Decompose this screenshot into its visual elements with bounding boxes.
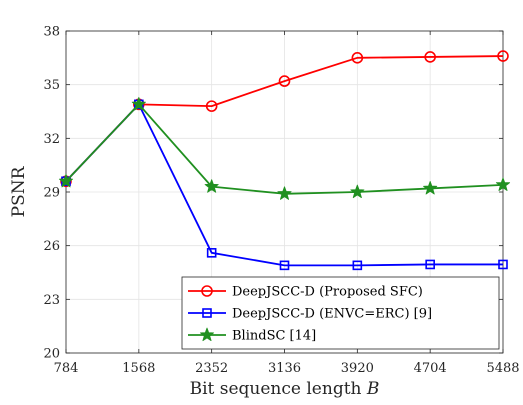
y-tick-label: 29 bbox=[43, 186, 60, 201]
data-point bbox=[206, 248, 217, 258]
x-tick-label: 2352 bbox=[195, 361, 228, 376]
data-point bbox=[351, 52, 364, 64]
y-tick-label: 35 bbox=[43, 78, 60, 93]
legend-marker bbox=[202, 308, 212, 318]
data-point bbox=[278, 75, 291, 87]
data-point bbox=[58, 173, 74, 188]
x-tick-label: 3920 bbox=[341, 361, 374, 376]
legend-label: DeepJSCC-D (ENVC=ERC) [9] bbox=[232, 307, 432, 322]
data-point bbox=[277, 186, 292, 200]
y-tick-label: 20 bbox=[43, 347, 60, 362]
y-tick-label: 23 bbox=[43, 293, 60, 308]
x-axis-label: Bit sequence length B bbox=[190, 379, 380, 399]
legend: DeepJSCC-D (Proposed SFC) DeepJSCC-D (ENV… bbox=[181, 276, 500, 350]
data-point bbox=[350, 184, 365, 199]
data-point bbox=[204, 179, 219, 193]
series bbox=[58, 50, 511, 271]
data-point bbox=[498, 259, 508, 270]
data-point bbox=[131, 96, 146, 111]
x-tick-label: 1568 bbox=[122, 361, 155, 376]
data-point bbox=[424, 51, 436, 63]
x-tick-label: 3136 bbox=[268, 361, 301, 376]
y-axis-label: PSNR bbox=[9, 165, 29, 217]
y-tick-label: 38 bbox=[43, 25, 60, 40]
legend-label: DeepJSCC-D (Proposed SFC) bbox=[232, 285, 423, 300]
legend-box bbox=[181, 276, 500, 350]
y-tick-label: 26 bbox=[43, 239, 60, 254]
x-tick-label: 784 bbox=[54, 361, 79, 376]
series-star bbox=[58, 96, 511, 200]
legend-marker bbox=[199, 327, 215, 342]
data-point bbox=[352, 260, 363, 271]
y-tick-label: 32 bbox=[43, 132, 60, 147]
x-tick-label: 4704 bbox=[414, 361, 447, 376]
ticks: 784 1568 2352 3136 3920 4704 5488 20 23 26 29 32 35 3… bbox=[43, 25, 519, 377]
x-axis-label-text: Bit sequence length bbox=[190, 379, 362, 399]
data-point bbox=[279, 260, 290, 271]
data-point bbox=[495, 177, 511, 191]
data-point bbox=[423, 181, 438, 195]
data-point bbox=[425, 259, 435, 270]
x-tick-label: 5488 bbox=[486, 361, 519, 376]
data-point bbox=[497, 50, 509, 62]
legend-label: BlindSC [14] bbox=[232, 329, 316, 344]
data-point bbox=[205, 100, 218, 112]
legend-marker bbox=[201, 285, 213, 297]
x-axis-label-variable: B bbox=[366, 379, 380, 399]
